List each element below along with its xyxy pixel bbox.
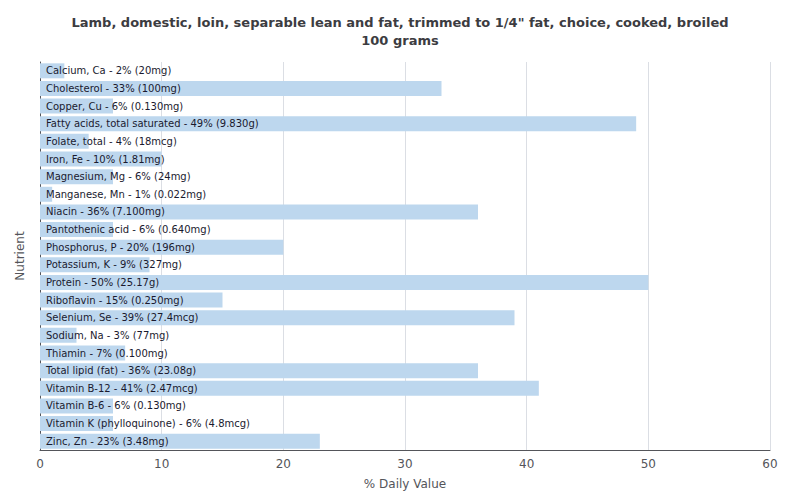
svg-text:Folate, total - 4% (18mcg): Folate, total - 4% (18mcg) <box>46 136 177 147</box>
svg-text:Calcium, Ca - 2% (20mg): Calcium, Ca - 2% (20mg) <box>46 65 171 76</box>
svg-text:Iron, Fe - 10% (1.81mg): Iron, Fe - 10% (1.81mg) <box>46 154 165 165</box>
svg-text:Copper, Cu - 6% (0.130mg): Copper, Cu - 6% (0.130mg) <box>46 101 183 112</box>
svg-text:Riboflavin - 15% (0.250mg): Riboflavin - 15% (0.250mg) <box>46 295 184 306</box>
svg-text:Lamb, domestic, loin, separabl: Lamb, domestic, loin, separable lean and… <box>71 15 728 30</box>
svg-text:Niacin - 36% (7.100mg): Niacin - 36% (7.100mg) <box>46 206 165 217</box>
svg-text:100 grams: 100 grams <box>361 33 439 48</box>
svg-text:Potassium, K - 9% (327mg): Potassium, K - 9% (327mg) <box>46 259 182 270</box>
svg-text:Pantothenic acid - 6% (0.640mg: Pantothenic acid - 6% (0.640mg) <box>46 224 211 235</box>
svg-text:Total lipid (fat) - 36% (23.08: Total lipid (fat) - 36% (23.08g) <box>45 365 196 376</box>
svg-text:Vitamin B-12 - 41% (2.47mcg): Vitamin B-12 - 41% (2.47mcg) <box>46 383 198 394</box>
svg-text:10: 10 <box>154 457 169 471</box>
svg-text:Zinc, Zn - 23% (3.48mg): Zinc, Zn - 23% (3.48mg) <box>46 436 169 447</box>
svg-text:Vitamin K (phylloquinone) - 6%: Vitamin K (phylloquinone) - 6% (4.8mcg) <box>46 418 250 429</box>
svg-text:% Daily Value: % Daily Value <box>364 477 446 491</box>
svg-text:Vitamin B-6 - 6% (0.130mg): Vitamin B-6 - 6% (0.130mg) <box>46 400 186 411</box>
svg-text:Protein - 50% (25.17g): Protein - 50% (25.17g) <box>46 277 159 288</box>
svg-text:Sodium, Na - 3% (77mg): Sodium, Na - 3% (77mg) <box>46 330 169 341</box>
svg-text:60: 60 <box>762 457 777 471</box>
svg-text:40: 40 <box>519 457 534 471</box>
svg-text:0: 0 <box>36 457 44 471</box>
svg-text:Nutrient: Nutrient <box>13 231 27 281</box>
svg-text:Thiamin - 7% (0.100mg): Thiamin - 7% (0.100mg) <box>45 348 168 359</box>
svg-text:Phosphorus, P - 20% (196mg): Phosphorus, P - 20% (196mg) <box>46 242 195 253</box>
svg-text:Fatty acids, total saturated -: Fatty acids, total saturated - 49% (9.83… <box>46 118 259 129</box>
svg-text:Cholesterol - 33% (100mg): Cholesterol - 33% (100mg) <box>46 83 181 94</box>
svg-text:20: 20 <box>276 457 291 471</box>
svg-text:30: 30 <box>397 457 412 471</box>
svg-text:50: 50 <box>641 457 656 471</box>
svg-text:Manganese, Mn - 1% (0.022mg): Manganese, Mn - 1% (0.022mg) <box>46 189 206 200</box>
svg-text:Selenium, Se - 39% (27.4mcg): Selenium, Se - 39% (27.4mcg) <box>46 312 199 323</box>
svg-text:Magnesium, Mg - 6% (24mg): Magnesium, Mg - 6% (24mg) <box>46 171 191 182</box>
